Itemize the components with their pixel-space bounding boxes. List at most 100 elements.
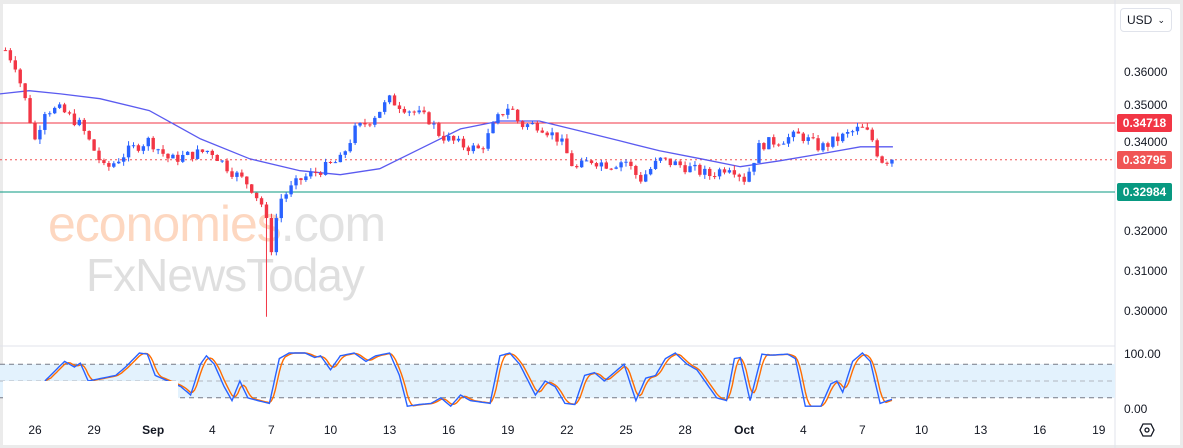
candle-body — [644, 174, 648, 182]
candle-body — [614, 167, 618, 169]
candle-body — [550, 132, 554, 136]
price-tick: 0.34000 — [1124, 134, 1168, 149]
candle-body — [712, 176, 717, 178]
candle-body — [530, 123, 535, 125]
candle-body — [254, 192, 259, 199]
watermark-fxnewstoday: FxNewsToday — [86, 249, 365, 301]
candle-body — [579, 160, 584, 168]
candle-body — [314, 171, 318, 173]
candle-body — [215, 155, 219, 162]
candle-body — [496, 114, 500, 124]
candle-body — [589, 160, 594, 164]
candle-body — [422, 110, 426, 113]
candle-body — [185, 151, 190, 155]
candle-body — [205, 150, 210, 152]
date-tick: 25 — [619, 423, 633, 437]
frame-right — [1180, 0, 1183, 448]
candle-body — [195, 149, 200, 159]
candle-body — [225, 160, 229, 172]
candle-body — [38, 129, 42, 140]
candle-body — [870, 129, 874, 141]
candle-body — [515, 109, 520, 122]
candle-body — [663, 157, 668, 159]
candle-body — [466, 147, 471, 152]
frame-bottom — [0, 445, 1183, 448]
candle-body — [850, 131, 855, 133]
price-tick: 0.35000 — [1124, 98, 1168, 113]
candle-body — [392, 95, 397, 106]
date-tick: 28 — [678, 423, 692, 437]
candle-body — [545, 132, 549, 136]
candle-body — [112, 163, 116, 167]
candle-body — [18, 69, 22, 84]
price-tag-resistance: 0.34718 — [1117, 114, 1172, 133]
candle-body — [821, 143, 825, 151]
candle-body — [121, 157, 126, 162]
candle-body — [757, 143, 761, 163]
candle-body — [382, 102, 387, 112]
candle-body — [417, 110, 421, 113]
candle-body — [299, 178, 303, 181]
candle-body — [333, 162, 338, 164]
candle-body — [284, 194, 288, 199]
candle-body — [343, 151, 347, 155]
candle-body — [703, 168, 707, 175]
candle-body — [210, 150, 214, 156]
candle-body — [565, 138, 569, 154]
candle-body — [875, 140, 879, 157]
candle-body — [136, 145, 141, 151]
candle-body — [486, 133, 490, 149]
chevron-down-icon: ⌄ — [1157, 14, 1165, 25]
candle-body — [161, 149, 165, 154]
candle-body — [412, 111, 416, 113]
candle-body — [48, 113, 52, 115]
date-tick: 10 — [914, 423, 929, 437]
date-tick: 19 — [501, 423, 515, 437]
candle-body — [432, 123, 436, 125]
candle-body — [274, 218, 279, 253]
date-tick: 29 — [87, 423, 101, 437]
stoch-d-line — [44, 352, 893, 407]
settings-icon[interactable] — [1139, 422, 1155, 438]
candle-body — [575, 166, 579, 168]
candle-body — [378, 111, 382, 118]
candle-body — [407, 111, 411, 113]
candle-body — [698, 164, 702, 175]
candle-body — [318, 172, 323, 175]
candle-body — [511, 108, 515, 110]
date-tick: 26 — [28, 423, 42, 437]
candle-body — [348, 143, 352, 152]
candle-body — [708, 168, 712, 177]
candle-body — [535, 123, 540, 131]
candle-body — [836, 136, 840, 142]
candle-body — [555, 132, 559, 142]
candle-body — [693, 164, 697, 167]
candle-body — [722, 169, 727, 173]
stoch-tick: 0.00 — [1124, 402, 1148, 416]
candle-body — [294, 178, 298, 186]
candle-body — [240, 172, 244, 177]
candle-body — [619, 162, 623, 168]
candle-body — [727, 170, 732, 173]
candle-body — [624, 161, 628, 163]
candle-body — [481, 148, 485, 150]
candle-body — [190, 151, 195, 159]
frame-left — [0, 0, 3, 448]
candle-body — [62, 104, 67, 113]
candle-body — [629, 161, 633, 167]
candle-body — [402, 108, 407, 113]
candle-body — [141, 146, 146, 151]
currency-selector[interactable]: USD ⌄ — [1120, 8, 1172, 32]
price-tick: 0.32000 — [1124, 224, 1168, 239]
candle-body — [176, 154, 180, 162]
candle-body — [560, 138, 564, 142]
candle-body — [816, 138, 820, 151]
candle-body — [77, 119, 82, 126]
candle-body — [831, 136, 835, 147]
watermark-part2: .com — [280, 196, 386, 252]
price-tick: 0.36000 — [1124, 65, 1168, 79]
currency-label: USD — [1127, 13, 1153, 27]
candle-body — [461, 138, 466, 148]
candle-body — [772, 137, 776, 145]
